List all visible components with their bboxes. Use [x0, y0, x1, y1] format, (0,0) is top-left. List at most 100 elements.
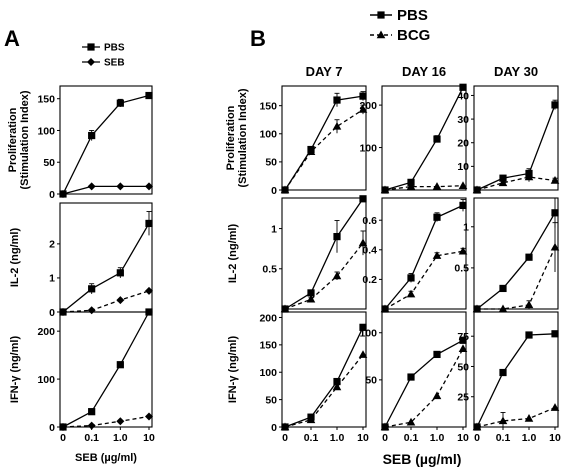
series-line-a1-0 [62, 223, 150, 313]
data-point-b10-0-3 [459, 83, 467, 91]
series-line-b22-1 [476, 407, 556, 428]
series-line-b21-0 [476, 212, 556, 310]
data-point-a0-0-1 [88, 131, 96, 140]
data-point-b10-1-1 [406, 182, 416, 190]
data-point-b00-1-1 [306, 147, 316, 155]
legend-label-a-1: SEB [104, 58, 125, 69]
series-line-a1-1 [62, 290, 150, 313]
data-point-b01-0-1 [307, 289, 315, 297]
data-point-b20-1-3 [550, 176, 560, 184]
data-point-b01-1-3 [358, 238, 368, 247]
y-tick-label-b21-0: 0.5 [454, 263, 469, 275]
data-point-a1-1-2 [116, 296, 125, 305]
data-point-a2-1-2 [116, 417, 125, 426]
data-point-b22-1-3 [550, 403, 560, 411]
series-line-b02-0 [284, 327, 364, 428]
y-tick-label-b20-2: 30 [457, 114, 469, 126]
data-point-b22-0-1 [499, 368, 507, 377]
column-title-0: DAY 7 [306, 64, 343, 79]
y-tick-label-b02-1: 50 [265, 394, 277, 406]
series-line-b00-1 [284, 109, 364, 191]
data-point-b01-0-3 [359, 195, 367, 203]
data-point-b02-1-0 [280, 422, 290, 431]
y-axis-label-b2: IFN-γ (ng/ml) [227, 336, 239, 404]
x-tick-label-b0-2: 1.0 [330, 432, 345, 444]
series-line-b02-1 [284, 354, 364, 428]
data-point-a0-1-0 [59, 190, 67, 198]
y-tick-label-b12-0: 50 [365, 375, 377, 387]
plot-frame-b20 [473, 85, 559, 191]
y-tick-label-b01-1: 1 [271, 223, 277, 235]
plot-frame-b01 [281, 197, 367, 310]
data-point-a2-1-3 [145, 412, 153, 421]
data-point-b12-1-0 [380, 422, 390, 431]
x-tick-label-b1-1: 0.1 [404, 432, 419, 444]
x-tick-label-b2-2: 1.0 [522, 432, 537, 444]
series-line-b01-0 [284, 198, 364, 310]
panel-b-letter: B [250, 26, 266, 51]
data-point-b00-1-2 [332, 121, 342, 130]
x-axis-label-b: SEB (µg/ml) [383, 451, 462, 467]
plot-frame-b10 [381, 85, 467, 191]
series-line-b10-1 [384, 185, 464, 191]
x-tick-label-b1-3: 10 [457, 432, 469, 444]
y-axis-label-a1: IL-2 (ng/ml) [9, 228, 21, 288]
data-point-b22-1-1 [498, 416, 508, 425]
x-tick-label-b0-3: 10 [357, 432, 369, 444]
legend-label-b-1: BCG [397, 27, 430, 44]
series-line-b11-1 [384, 250, 464, 310]
x-tick-label-b1-2: 1.0 [430, 432, 445, 444]
data-point-b21-1-0 [472, 304, 482, 313]
x-tick-label-a-1: 0.1 [84, 432, 99, 444]
data-point-b12-0-1 [407, 373, 415, 381]
data-point-a2-0-3 [145, 308, 153, 316]
y-tick-label-a0-2: 100 [37, 125, 55, 137]
y-tick-label-a1-0: 0 [49, 307, 55, 319]
series-line-b22-0 [476, 333, 556, 428]
y-tick-label-b11-2: 0.6 [362, 215, 377, 227]
data-point-b10-0-2 [433, 135, 441, 143]
data-point-b12-1-1 [406, 417, 416, 426]
legend-label-a-0: PBS [104, 43, 125, 54]
data-point-b01-1-0 [280, 304, 290, 313]
data-point-a1-1-3 [145, 286, 153, 295]
legend-marker-a-0 [87, 43, 95, 51]
y-tick-label-b00-3: 150 [259, 100, 277, 112]
plot-frame-b00 [281, 85, 367, 191]
data-point-b11-1-2 [432, 251, 442, 259]
series-line-b20-1 [476, 176, 556, 191]
x-tick-label-a-0: 0 [60, 432, 66, 444]
data-point-b10-1-3 [458, 181, 468, 189]
y-axis-label-b1: IL-2 (ng/ml) [227, 224, 239, 284]
legend-marker-b-1 [376, 30, 386, 39]
x-tick-label-a-3: 10 [143, 432, 155, 444]
data-point-a2-0-2 [116, 361, 124, 369]
series-line-a2-0 [62, 311, 150, 428]
y-axis-label-a0: Proliferation(Stimulation Index) [7, 90, 31, 189]
data-point-b20-0-1 [499, 174, 507, 182]
series-line-b10-0 [384, 86, 464, 191]
plot-frame-a0 [59, 85, 153, 195]
y-tick-label-b21-1: 1 [463, 222, 469, 234]
y-tick-label-b01-0: 0.5 [262, 264, 277, 276]
data-point-b12-1-2 [432, 391, 442, 400]
y-tick-label-a0-0: 0 [49, 189, 55, 201]
series-line-b01-1 [284, 242, 364, 310]
data-point-b02-1-3 [358, 350, 368, 358]
data-point-b02-1-2 [332, 382, 342, 391]
x-tick-label-b2-0: 0 [474, 432, 480, 444]
data-point-b00-0-2 [333, 96, 341, 104]
data-point-b00-1-0 [280, 185, 290, 194]
y-tick-label-b12-1: 100 [359, 328, 377, 340]
series-line-b12-0 [384, 339, 464, 428]
data-point-b20-1-0 [472, 185, 482, 194]
data-point-b10-1-0 [380, 185, 390, 194]
data-point-a1-0-1 [88, 285, 96, 293]
y-tick-label-a1-1: 1 [49, 273, 55, 285]
column-title-1: DAY 16 [402, 64, 446, 79]
data-point-b22-0-2 [525, 331, 533, 339]
data-point-a0-1-3 [145, 182, 153, 191]
data-point-b21-0-2 [525, 253, 533, 261]
data-point-b22-0-3 [551, 330, 559, 338]
y-tick-label-a2-1: 100 [37, 374, 55, 386]
